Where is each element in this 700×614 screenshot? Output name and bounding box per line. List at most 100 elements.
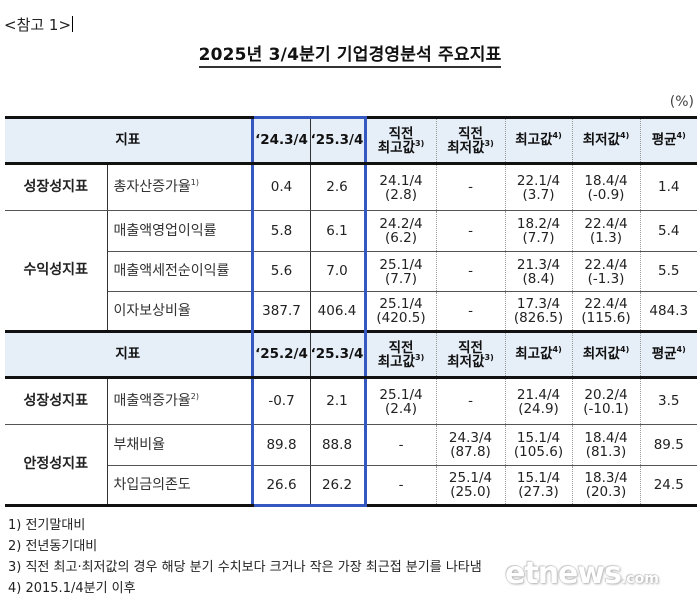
value-col2: 2.6 [309, 163, 367, 211]
footnote-ref: 4) [676, 345, 686, 354]
indicator-name: 차입금의존도 [106, 465, 253, 507]
footnote-ref: 4) [620, 345, 630, 354]
prev-high: - [364, 465, 437, 507]
value: (2.4) [384, 400, 417, 417]
footnote-ref: 3) [484, 138, 494, 148]
quarter: 18.4/4 [584, 172, 628, 189]
value-col1: -0.7 [250, 377, 311, 425]
header-high: 최고값4) [504, 116, 573, 165]
header-indicator: 지표 [5, 330, 253, 379]
header-prev-high: 직전 최고값3) [364, 116, 437, 165]
quarter: 15.1/4 [516, 430, 561, 446]
quarter: 25.1/4 [379, 386, 423, 403]
value-col2: 26.2 [309, 465, 367, 507]
header-prev-low-line1: 직전 [458, 125, 483, 142]
prev-low: - [435, 291, 506, 332]
avg: 24.5 [639, 465, 697, 507]
header-high: 최고값4) [504, 330, 573, 379]
indicator-name-text: 총자산증가율 [113, 179, 191, 195]
value-col1: 387.7 [250, 291, 311, 332]
value: (420.5) [376, 310, 426, 326]
value: (24.9) [518, 400, 559, 417]
low: 22.4/4 (-1.3) [571, 251, 641, 292]
value-col2: 88.8 [309, 424, 367, 466]
high: 21.4/4 (24.9) [504, 377, 573, 425]
footnote-ref: 1) [190, 178, 199, 187]
quarter: 21.4/4 [516, 386, 561, 403]
quarter: 24.3/4 [448, 430, 493, 446]
quarter: 21.3/4 [516, 256, 561, 273]
header-prev-high-line1: 직전 [388, 125, 414, 142]
value: (7.7) [522, 230, 555, 246]
footnote-ref: 3) [415, 138, 425, 148]
prev-high: - [364, 424, 437, 466]
group-growth: 성장성지표 [5, 377, 108, 425]
value: (-1.3) [587, 270, 625, 287]
value: (1.3) [589, 230, 622, 246]
quarter: 22.4/4 [584, 296, 628, 312]
indicator-name-text: 매출액증가율 [113, 393, 191, 409]
high: 17.3/4 (826.5) [504, 291, 573, 332]
value-col1: 89.8 [250, 424, 311, 466]
header-prev-low: 직전 최저값3) [435, 116, 506, 165]
header-avg: 평균4) [639, 116, 697, 165]
value-col1: 5.6 [250, 251, 311, 292]
footnotes: 1) 전기말대비 2) 전년동기대비 3) 직전 최고·최저값의 경우 해당 분… [8, 515, 482, 599]
high: 21.3/4 (8.4) [504, 251, 573, 292]
footnote-ref: 4) [676, 131, 686, 140]
header-col1: ‘24.3/4 [250, 116, 311, 165]
value-col2: 7.0 [309, 251, 367, 292]
table1-header-row: 지표 ‘24.3/4 ‘25.3/4 직전 최고값3) 직전 최저값3) 최고값4)… [5, 116, 697, 165]
footnote-ref: 3) [415, 352, 425, 362]
value: (81.3) [585, 444, 627, 460]
value-col2: 2.1 [309, 377, 367, 425]
group-growth: 성장성지표 [5, 163, 108, 211]
value-col1: 26.6 [250, 465, 311, 507]
prev-low: - [435, 210, 506, 252]
header-prev-low-line1: 직전 [458, 339, 483, 356]
watermark-text: etnews [505, 556, 622, 591]
quarter: 24.1/4 [379, 172, 423, 189]
header-low-text: 최저값 [582, 132, 621, 148]
quarter: 15.1/4 [516, 470, 561, 486]
footnote-ref: 2) [190, 392, 199, 401]
group-profit: 수익성지표 [5, 210, 108, 332]
footnote-ref: 4) [552, 131, 562, 140]
table-row: 수익성지표 매출액영업이익률 5.8 6.1 24.2/4 (6.2) - 18.… [5, 210, 697, 332]
low: 18.4/4 (-0.9) [571, 163, 641, 211]
text-cursor [72, 16, 74, 32]
header-high-text: 최고값 [515, 132, 553, 148]
prev-low: 24.3/4 (87.8) [435, 424, 506, 466]
indicator-name: 부채비율 [106, 424, 253, 466]
quarter: 22.1/4 [516, 172, 561, 189]
value: (8.4) [522, 270, 555, 287]
table2-header-row: 지표 ‘25.2/4 ‘25.3/4 직전 최고값3) 직전 최저값3) 최고값4)… [5, 330, 697, 379]
quarter: 17.3/4 [516, 296, 561, 312]
footnote-ref: 4) [552, 345, 562, 354]
unit-label: (%) [669, 94, 694, 110]
value: (115.6) [581, 310, 631, 326]
low: 18.3/4 (20.3) [571, 465, 641, 507]
header-prev-high: 직전 최고값3) [364, 330, 437, 379]
quarter: 22.4/4 [584, 256, 628, 273]
quarter: 20.2/4 [584, 386, 628, 403]
quarter: 25.1/4 [379, 296, 423, 312]
table-row: 매출액세전순이익률 5.6 7.0 25.1/4 (7.7) - 21.3/4 (8… [5, 251, 697, 292]
value: (87.8) [450, 444, 491, 460]
etnews-watermark: etnews.com [505, 556, 659, 591]
high: 18.2/4 (7.7) [504, 210, 573, 252]
avg: 484.3 [639, 291, 697, 332]
header-col2: ‘25.3/4 [309, 116, 367, 165]
table-row: 이자보상비율 387.7 406.4 25.1/4 (420.5) - 17.3/… [5, 291, 697, 332]
footnote-ref: 3) [484, 352, 494, 362]
footnote-1: 1) 전기말대비 [8, 518, 86, 533]
footnote-4: 4) 2015.1/4분기 이후 [8, 581, 136, 596]
avg: 5.5 [639, 251, 697, 292]
value-col2: 406.4 [309, 291, 367, 332]
prev-high: 24.1/4 (2.8) [364, 163, 437, 211]
value: (2.8) [384, 186, 417, 203]
header-avg-text: 평균 [651, 346, 677, 362]
indicator-name: 매출액증가율2) [106, 377, 253, 425]
quarter: 25.1/4 [448, 470, 493, 486]
quarter: 18.2/4 [516, 216, 561, 232]
